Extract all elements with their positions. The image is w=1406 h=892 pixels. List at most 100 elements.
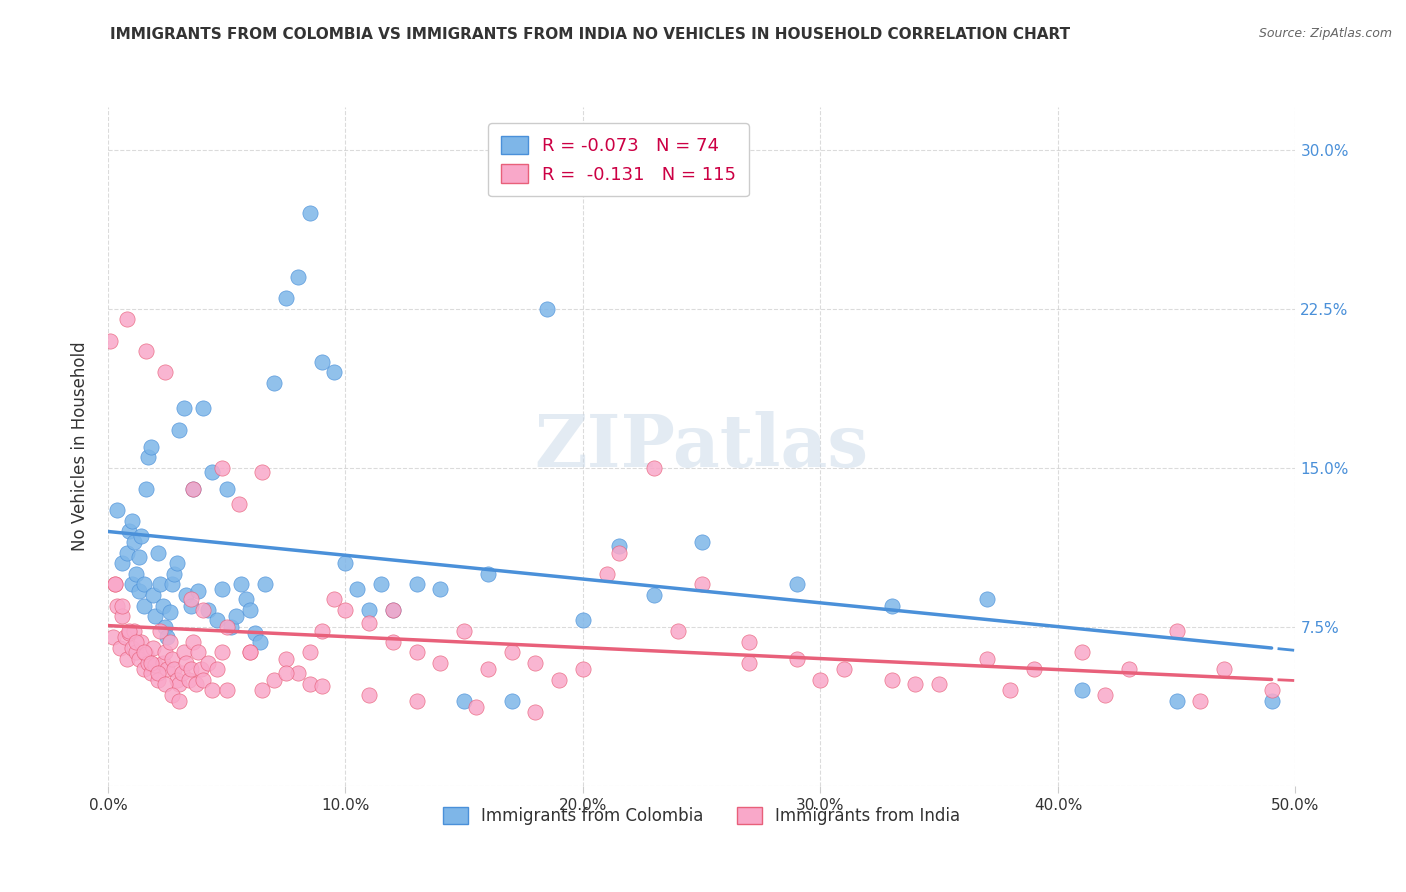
Point <box>167 677 190 691</box>
Point <box>453 624 475 638</box>
Point <box>229 577 252 591</box>
Point <box>145 609 167 624</box>
Point <box>191 673 214 687</box>
Point <box>114 631 136 645</box>
Point <box>101 631 124 645</box>
Point <box>152 656 174 670</box>
Point <box>139 440 162 454</box>
Point <box>183 482 205 496</box>
Point <box>180 599 202 613</box>
Point <box>1189 694 1212 708</box>
Point <box>107 503 129 517</box>
Point <box>132 645 155 659</box>
Point <box>252 465 274 479</box>
Point <box>170 666 193 681</box>
Point <box>128 549 150 564</box>
Point <box>524 656 547 670</box>
Point <box>146 546 169 560</box>
Point <box>738 634 761 648</box>
Point <box>786 577 808 591</box>
Point <box>187 583 209 598</box>
Point <box>298 206 321 220</box>
Point <box>146 666 169 681</box>
Point <box>1000 683 1022 698</box>
Point <box>184 677 207 691</box>
Point <box>118 624 141 638</box>
Point <box>1166 624 1188 638</box>
Point <box>122 624 145 638</box>
Point <box>135 482 157 496</box>
Point <box>1070 683 1092 698</box>
Point <box>173 401 195 416</box>
Point <box>183 482 205 496</box>
Point <box>122 535 145 549</box>
Point <box>159 605 181 619</box>
Point <box>211 460 233 475</box>
Point <box>156 662 179 676</box>
Point <box>690 577 713 591</box>
Point <box>263 673 285 687</box>
Point <box>298 645 321 659</box>
Point <box>211 645 233 659</box>
Point <box>129 528 152 542</box>
Point <box>201 465 224 479</box>
Point <box>138 450 160 465</box>
Point <box>346 582 368 596</box>
Point <box>465 700 488 714</box>
Text: IMMIGRANTS FROM COLOMBIA VS IMMIGRANTS FROM INDIA NO VEHICLES IN HOUSEHOLD CORRE: IMMIGRANTS FROM COLOMBIA VS IMMIGRANTS F… <box>111 27 1070 42</box>
Point <box>880 599 903 613</box>
Point <box>107 599 129 613</box>
Point <box>104 577 127 591</box>
Point <box>177 673 200 687</box>
Point <box>163 662 186 676</box>
Point <box>197 603 219 617</box>
Point <box>153 620 176 634</box>
Point <box>382 603 405 617</box>
Point <box>738 656 761 670</box>
Point <box>263 376 285 390</box>
Point <box>1118 662 1140 676</box>
Point <box>1260 683 1282 698</box>
Point <box>643 460 665 475</box>
Point <box>596 566 619 581</box>
Point <box>239 603 262 617</box>
Point <box>976 651 998 665</box>
Point <box>121 577 143 591</box>
Point <box>235 592 257 607</box>
Point <box>477 566 499 581</box>
Point <box>928 677 950 691</box>
Point <box>180 592 202 607</box>
Point <box>359 688 381 702</box>
Point <box>118 524 141 539</box>
Point <box>1213 662 1236 676</box>
Point <box>149 624 172 638</box>
Point <box>221 620 243 634</box>
Point <box>159 634 181 648</box>
Point <box>163 566 186 581</box>
Point <box>1166 694 1188 708</box>
Point <box>211 582 233 596</box>
Point <box>197 656 219 670</box>
Point <box>115 651 138 665</box>
Point <box>690 535 713 549</box>
Point <box>132 599 155 613</box>
Point <box>405 577 427 591</box>
Point <box>501 694 523 708</box>
Point <box>138 656 160 670</box>
Point <box>201 683 224 698</box>
Point <box>429 656 451 670</box>
Point <box>160 651 183 665</box>
Point <box>156 631 179 645</box>
Point <box>142 640 165 655</box>
Point <box>405 645 427 659</box>
Point <box>187 645 209 659</box>
Point <box>142 588 165 602</box>
Point <box>253 577 276 591</box>
Point <box>176 588 198 602</box>
Point <box>287 270 309 285</box>
Point <box>215 683 238 698</box>
Point <box>191 401 214 416</box>
Point <box>904 677 927 691</box>
Point <box>1094 688 1116 702</box>
Point <box>245 626 267 640</box>
